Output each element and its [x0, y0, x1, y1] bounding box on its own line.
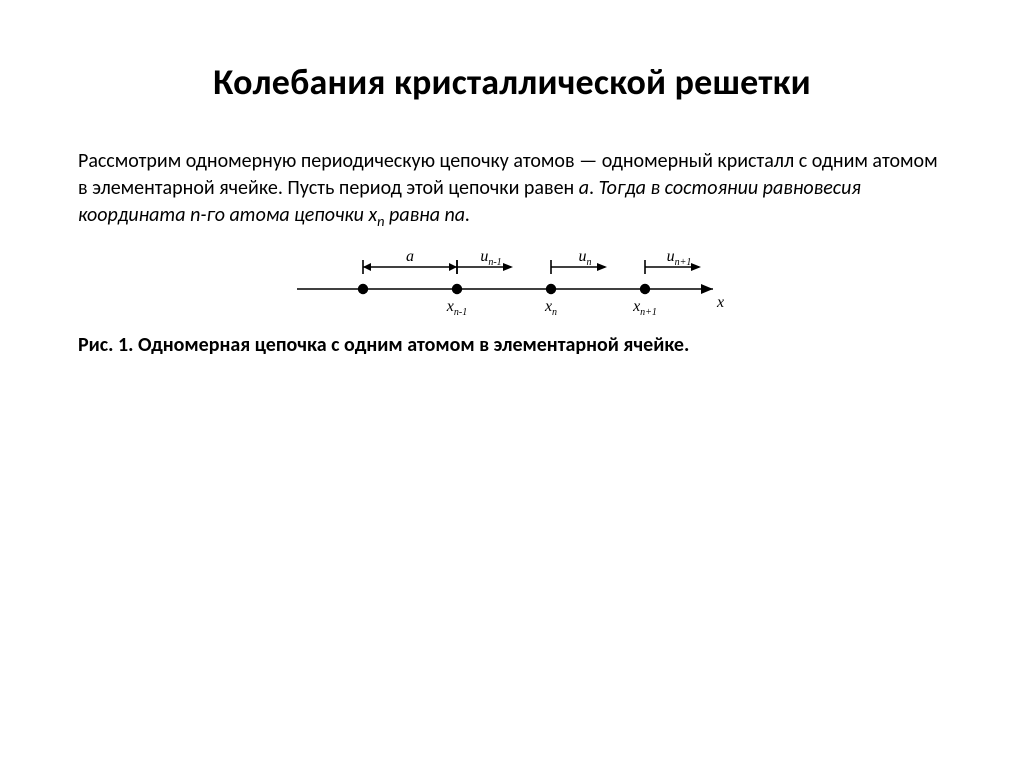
slide-title: Колебания кристаллической решетки [78, 60, 946, 104]
para-sub-n: n [377, 212, 384, 230]
para-italic-suffix: равна na. [385, 203, 471, 227]
para-a: а [579, 176, 589, 200]
svg-text:xn+1: xn+1 [632, 298, 657, 318]
svg-text:un: un [579, 248, 592, 268]
svg-text:xn-1: xn-1 [446, 298, 467, 318]
svg-text:un-1: un-1 [480, 248, 501, 268]
svg-text:xn: xn [544, 298, 557, 318]
svg-text:un+1: un+1 [667, 248, 692, 268]
figure-caption: Рис. 1. Одномерная цепочка с одним атомо… [78, 333, 946, 357]
figure: x a xn-1 un-1 xn un xn+1 un+1 [78, 237, 946, 323]
intro-paragraph: Рассмотрим одномерную периодическую цепо… [78, 148, 946, 231]
slide: Колебания кристаллической решетки Рассмо… [0, 0, 1024, 357]
para-after-a: . [589, 176, 599, 200]
svg-text:a: a [406, 248, 414, 265]
chain-diagram: x a xn-1 un-1 xn un xn+1 un+1 [297, 237, 727, 323]
svg-text:x: x [716, 294, 724, 311]
